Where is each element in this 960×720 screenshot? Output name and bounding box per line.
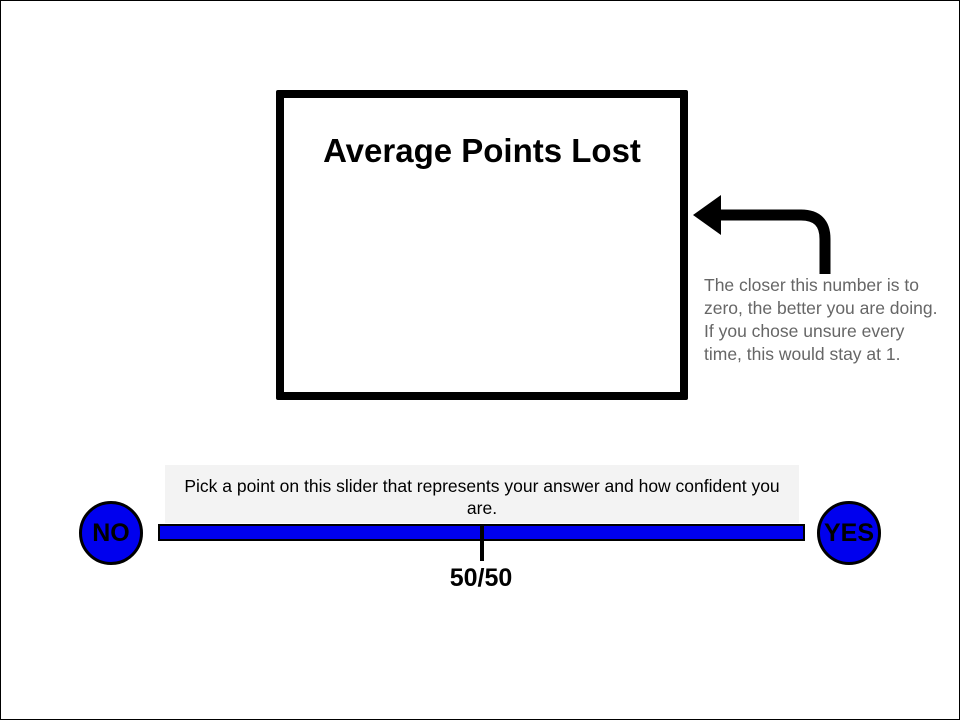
slider-thumb[interactable] (479, 526, 484, 561)
no-button[interactable]: NO (79, 501, 143, 565)
yes-button-label: YES (823, 518, 875, 547)
arrow-left-curved-icon (693, 195, 831, 274)
score-panel: Average Points Lost (276, 90, 688, 400)
no-button-label: NO (92, 518, 130, 547)
slider-mid-label: 50/50 (449, 564, 513, 592)
slider-instruction: Pick a point on this slider that represe… (165, 465, 799, 523)
yes-button[interactable]: YES (817, 501, 881, 565)
score-title: Average Points Lost (323, 132, 641, 169)
annotation-note: The closer this number is to zero, the b… (704, 275, 938, 364)
